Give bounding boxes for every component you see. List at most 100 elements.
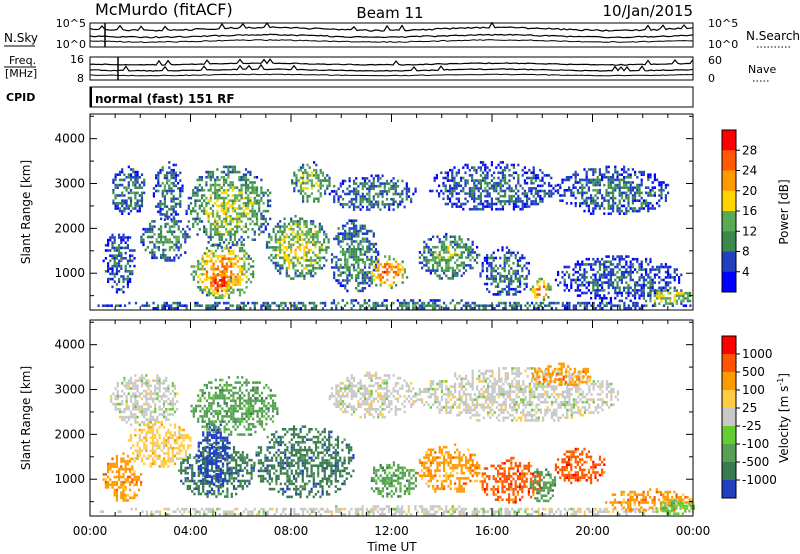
data-cell [625,260,628,264]
data-cell [170,187,173,190]
data-cell [339,184,342,188]
data-cell [486,304,490,307]
data-cell [392,257,395,261]
data-cell [287,235,291,239]
data-cell [281,248,284,252]
data-cell [574,178,577,182]
data-cell [346,258,349,261]
data-cell [216,247,220,250]
data-cell [607,265,610,269]
data-cell [486,174,489,177]
data-cell [585,301,589,305]
data-cell [221,262,224,266]
data-cell [388,265,391,269]
data-cell [504,166,507,169]
data-cell [327,246,330,249]
data-cell [164,240,167,244]
data-cell [623,165,626,169]
data-cell [599,510,602,513]
data-cell [381,301,384,305]
data-cell [438,299,441,302]
data-cell [523,192,526,195]
data-cell [574,510,578,513]
data-cell [168,256,171,260]
data-cell [219,241,222,245]
data-cell [412,192,415,196]
data-cell [225,267,228,271]
data-cell [445,304,448,307]
data-cell [590,268,593,271]
data-cell [388,205,391,209]
data-cell [651,207,654,210]
data-cell [355,205,358,209]
data-cell [290,217,293,221]
nsky-tick-bottom: 10^0 [56,38,86,51]
data-cell [116,186,119,189]
data-cell [359,289,362,293]
data-cell [429,248,432,252]
data-cell [640,196,643,200]
data-cell [152,513,155,516]
colorbar-segment [722,150,736,171]
data-cell [572,194,575,197]
data-cell [647,281,650,284]
data-cell [405,513,408,516]
data-cell [449,266,452,270]
data-cell [251,202,254,205]
data-cell [298,272,302,275]
data-cell [357,289,360,293]
data-cell [166,181,169,185]
data-cell [359,268,362,272]
data-cell [523,277,526,281]
data-cell [227,173,230,176]
data-cell [576,260,579,264]
data-cell [231,304,234,307]
data-cell [357,248,360,251]
data-cell [497,304,501,307]
data-cell [303,266,306,270]
data-cell [172,215,175,219]
data-cell [123,199,126,202]
data-cell [136,191,139,195]
data-cell [230,291,233,294]
data-cell [344,263,347,267]
data-cell [132,181,135,184]
data-cell [377,257,380,261]
data-cell [344,224,347,228]
data-cell [111,241,114,244]
data-cell [500,513,503,516]
data-cell [357,205,360,209]
data-cell [290,259,293,262]
data-cell [361,281,364,285]
data-cell [596,183,599,187]
data-cell [208,293,211,297]
data-cell [423,240,426,244]
data-cell [170,197,173,201]
data-cell [200,220,204,223]
data-cell [330,261,334,264]
data-cell [302,174,305,177]
data-cell [627,289,630,292]
data-cell [225,238,228,241]
data-cell [612,173,615,176]
data-cell [401,268,404,271]
data-cell [363,195,367,198]
data-cell [109,249,112,252]
data-cell [222,513,226,516]
data-cell [275,507,278,511]
data-cell [328,181,331,185]
data-cell [179,189,182,193]
data-cell [517,304,520,307]
data-cell [627,273,630,277]
data-cell [294,222,297,226]
data-cell [403,301,406,305]
data-cell [572,268,575,271]
data-cell [368,240,371,243]
data-cell [319,507,322,511]
data-cell [258,233,261,236]
data-cell [625,281,628,284]
data-cell [227,281,230,285]
data-cell [465,243,468,246]
data-cell [647,207,650,210]
